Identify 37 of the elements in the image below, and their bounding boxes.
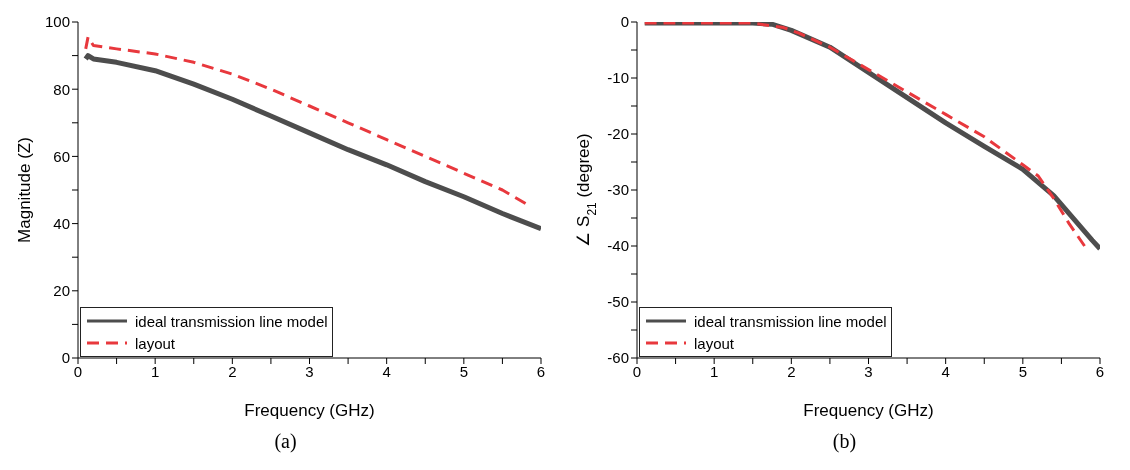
y-tick-label: 0 [620, 13, 629, 31]
y-tick-label: -50 [607, 293, 629, 311]
x-tick-label: 3 [305, 362, 314, 380]
y-tick-label: 100 [44, 13, 70, 31]
y-tick-label: 0 [61, 349, 70, 367]
text: (a) [273, 430, 298, 453]
y-tick-label: -60 [607, 349, 629, 367]
x-tick-label: 1 [150, 362, 160, 380]
x-tick-label: 6 [536, 362, 546, 380]
x-tick-label: 5 [1018, 362, 1028, 380]
y-tick-label: -20 [607, 125, 629, 143]
y-tick-label: -10 [607, 69, 629, 87]
x-axis-title: Frequency (GHz) [244, 401, 375, 420]
x-tick-label: 0 [632, 362, 642, 380]
legend-label: ideal transmission line model [694, 312, 887, 330]
x-tick-label: 2 [228, 362, 237, 380]
y-tick-label: 40 [53, 214, 70, 232]
x-tick-label: 3 [864, 362, 873, 380]
x-tick-label: 4 [941, 362, 950, 380]
text: (b) [831, 430, 858, 453]
y-axis-title: Magnitude (Z) [15, 137, 34, 243]
legend-label: ideal transmission line model [135, 312, 328, 330]
x-axis-title: Frequency (GHz) [803, 401, 934, 420]
y-tick-label: -30 [607, 181, 629, 199]
legend-label: layout [135, 334, 176, 352]
y-tick-label: 20 [53, 282, 70, 300]
y-tick-label: 60 [53, 147, 70, 165]
y-tick-label: 80 [53, 80, 70, 98]
x-tick-label: 6 [1095, 362, 1105, 380]
x-tick-label: 4 [382, 362, 391, 380]
x-tick-label: 5 [459, 362, 469, 380]
legend-label: layout [694, 334, 735, 352]
y-tick-label: -40 [607, 237, 629, 255]
line-series [84, 35, 528, 205]
x-tick-label: 1 [709, 362, 719, 380]
x-tick-label: 2 [787, 362, 796, 380]
x-tick-label: 0 [73, 362, 83, 380]
